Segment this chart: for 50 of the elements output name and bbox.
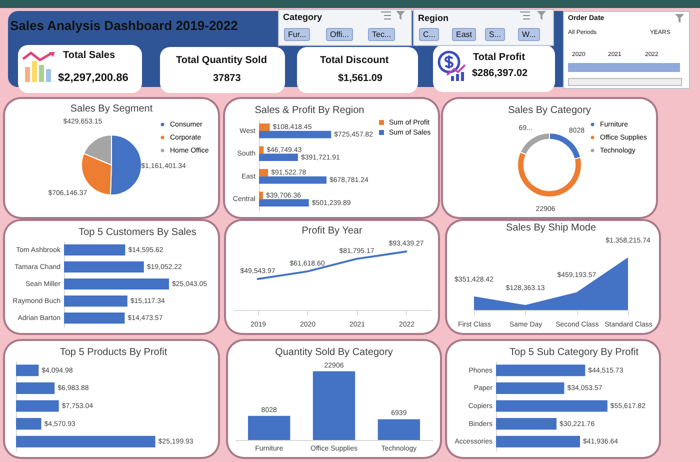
text: Total Sales — [63, 50, 116, 61]
bar — [496, 364, 586, 376]
bar — [259, 124, 270, 131]
chart-title: Top 5 Customers By Sales — [78, 227, 196, 238]
bar — [64, 295, 128, 307]
bar — [259, 192, 263, 200]
chart-title: Profit By Year — [302, 226, 363, 237]
bar — [64, 312, 125, 324]
text: W... — [518, 28, 540, 41]
chart-title: Sales By Category — [508, 105, 591, 116]
text: $2,297,200.86 — [58, 72, 128, 84]
bar — [259, 154, 298, 162]
chart-title: Sales By Ship Mode — [506, 222, 596, 234]
chart-title: Top 5 Sub Category By Profit — [510, 347, 639, 358]
bar — [16, 418, 42, 430]
bar — [16, 364, 39, 376]
bar — [496, 400, 608, 412]
bar — [496, 418, 557, 430]
text: East — [452, 28, 476, 41]
bar — [64, 278, 169, 290]
text: Region — [418, 13, 448, 23]
chart-title: Top 5 Products By Profit — [60, 347, 168, 358]
text: Offi... — [326, 28, 353, 41]
chart-title: Quantity Sold By Category — [275, 347, 393, 358]
text: Sales Analysis Dashboard 2019-2022 — [10, 18, 238, 33]
text: Total Discount — [320, 55, 389, 66]
text: 37873 — [213, 73, 241, 84]
text: $286,397.02 — [472, 68, 528, 79]
bar — [16, 400, 59, 412]
bar — [496, 436, 580, 448]
chart-title: Sales By Segment — [70, 104, 153, 115]
text: S... — [485, 28, 506, 41]
bar — [259, 130, 332, 138]
chart-title: Sales & Profit By Region — [254, 105, 364, 116]
bar — [259, 176, 326, 184]
text: Total Quantity Sold — [176, 55, 267, 66]
bar — [64, 244, 126, 256]
bar — [64, 261, 144, 273]
text: Tec... — [368, 28, 396, 41]
bar — [259, 199, 309, 206]
text: Total Profit — [473, 52, 526, 63]
bar — [16, 382, 55, 394]
text: Category — [283, 12, 322, 22]
text: $1,561.09 — [338, 73, 382, 84]
text: C... — [419, 28, 440, 41]
bar — [16, 436, 156, 448]
bar — [259, 168, 268, 176]
bar — [496, 382, 564, 394]
text: Fur... — [284, 28, 310, 41]
bar — [259, 146, 264, 154]
